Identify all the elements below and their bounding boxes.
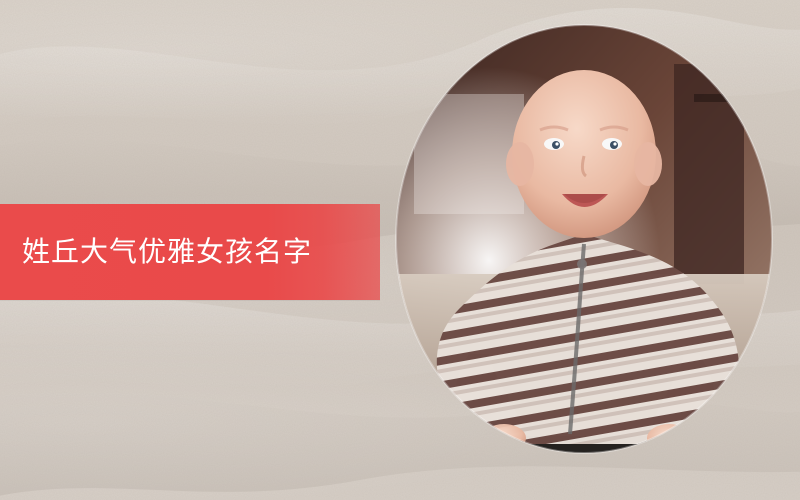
- title-text: 姓丘大气优雅女孩名字: [22, 235, 313, 268]
- baby-photo: [394, 24, 774, 454]
- title-banner: 姓丘大气优雅女孩名字: [0, 204, 380, 300]
- photo-illustration: [395, 24, 773, 454]
